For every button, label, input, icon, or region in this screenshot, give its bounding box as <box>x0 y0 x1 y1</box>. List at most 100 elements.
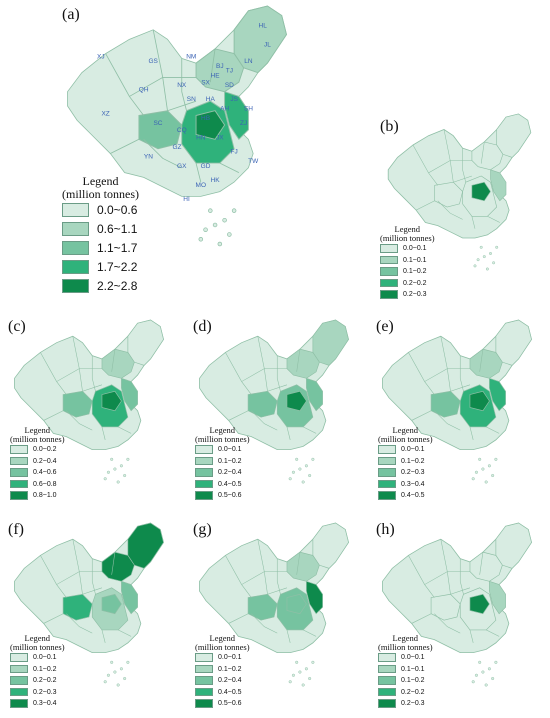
region-north <box>469 348 503 379</box>
legend-swatch <box>195 676 213 685</box>
island <box>484 480 488 484</box>
map-panel-d: (d) Legend (million tonnes) 0.0~0.1 0.1~0.… <box>185 310 368 515</box>
island <box>311 457 315 461</box>
province-border <box>479 349 484 372</box>
legend-item: 0.2~0.3 <box>378 698 433 710</box>
legend-title: Legend (million tonnes) <box>10 633 65 652</box>
province-border <box>82 587 103 595</box>
region-north <box>195 48 245 93</box>
legend-swatch <box>378 687 396 697</box>
legend-swatch <box>378 676 396 685</box>
province-border <box>276 558 281 595</box>
island <box>473 264 477 268</box>
province-border <box>286 629 291 643</box>
panel-label: (f) <box>8 521 24 538</box>
province-label-hk: HK <box>211 177 221 184</box>
legend-title: Legend (million tonnes) <box>62 174 139 201</box>
region-hotspot <box>101 593 122 615</box>
province-border <box>471 216 476 229</box>
province-border <box>219 162 240 173</box>
island <box>126 457 130 461</box>
province-label-js: JS <box>230 96 238 103</box>
china-map <box>14 319 164 484</box>
province-border <box>486 629 500 637</box>
province-border <box>486 426 500 434</box>
legend-item: 0.4~0.5 <box>195 686 250 698</box>
legend-swatch <box>195 456 213 466</box>
island <box>119 464 123 468</box>
legend-item: 0.5~0.6 <box>195 698 250 710</box>
legend-item: 0.4~0.6 <box>10 467 65 479</box>
province-border <box>469 629 474 643</box>
province-label-mo: MO <box>196 182 206 189</box>
province-border <box>66 410 93 431</box>
island <box>489 252 492 255</box>
province-label-gs: GS <box>148 58 158 65</box>
legend-swatch <box>195 479 213 489</box>
legend-label: 0.1~0.2 <box>401 677 425 685</box>
island <box>295 660 299 664</box>
province-border <box>411 410 432 421</box>
island <box>304 667 308 671</box>
island <box>227 232 232 237</box>
island <box>485 267 489 271</box>
legend-swatch <box>10 664 28 674</box>
china-map <box>382 319 532 484</box>
panel-label: (e) <box>376 318 394 335</box>
legend-label: 0.1~0.2 <box>403 268 427 276</box>
island <box>288 680 292 684</box>
island <box>291 673 295 677</box>
legend-label: 0.2~0.2 <box>403 279 427 287</box>
legend-label: 0.2~0.3 <box>401 700 425 708</box>
legend-item: 0.0~0.1 <box>10 652 65 664</box>
region-northeast <box>312 319 349 366</box>
legend-label: 0.2~0.3 <box>33 688 57 696</box>
region-northeast <box>312 522 349 569</box>
legend-title: Legend (million tonnes) <box>378 633 433 652</box>
province-border <box>66 613 93 634</box>
region-north <box>469 551 503 582</box>
province-label-yn: YN <box>144 153 153 160</box>
island <box>479 245 483 249</box>
region-hotspot <box>471 181 491 202</box>
region-hotspot <box>101 390 122 412</box>
region-hotspot <box>195 110 226 140</box>
map-legend: Legend (million tonnes) 0.0~0.6 0.6~1.1 1.1… <box>62 175 139 295</box>
legend-item: 1.1~1.7 <box>62 238 139 257</box>
province-border <box>450 384 471 392</box>
legend-item: 0.2~0.2 <box>380 277 435 289</box>
legend-swatch <box>380 267 398 276</box>
province-label-jl: JL <box>264 41 271 48</box>
province-border <box>453 175 472 183</box>
island <box>295 457 299 461</box>
island <box>231 208 237 213</box>
legend-swatch <box>378 664 396 674</box>
legend-item: 0.2~0.2 <box>378 686 433 698</box>
province-border <box>56 368 102 382</box>
legend-item: 1.7~2.2 <box>62 257 139 276</box>
province-border <box>462 148 466 183</box>
legend-label: 0.1~0.1 <box>403 256 427 264</box>
province-label-nm: NM <box>186 53 196 60</box>
island <box>481 467 485 471</box>
legend-item: 0.5~0.6 <box>195 490 250 502</box>
province-label-sc: SC <box>153 120 162 127</box>
island <box>288 477 292 481</box>
province-border <box>267 587 288 595</box>
map-panel-a: (a) HL JL LN BJ TJ HE NM SX SD XJ GS NX QH SN HA JS SH AH… <box>0 0 310 300</box>
region-northeast <box>495 319 532 366</box>
legend-item: 0.1~0.2 <box>195 663 250 675</box>
legend-label: 0.6~1.1 <box>97 221 138 236</box>
legend-item: 0.3~0.4 <box>378 478 433 490</box>
island <box>116 683 120 687</box>
map-panel-e: (e) Legend (million tonnes) 0.0~0.1 0.1~0.… <box>368 310 550 515</box>
legend-item: 0.3~0.4 <box>10 698 65 710</box>
island <box>110 660 114 664</box>
island <box>474 673 478 677</box>
legend-label: 0.1~0.2 <box>33 665 57 673</box>
legend-title: Legend (million tonnes) <box>195 633 250 652</box>
region-northeast <box>496 113 532 158</box>
legend-title: Legend (million tonnes) <box>195 425 250 444</box>
region-east <box>306 580 323 615</box>
